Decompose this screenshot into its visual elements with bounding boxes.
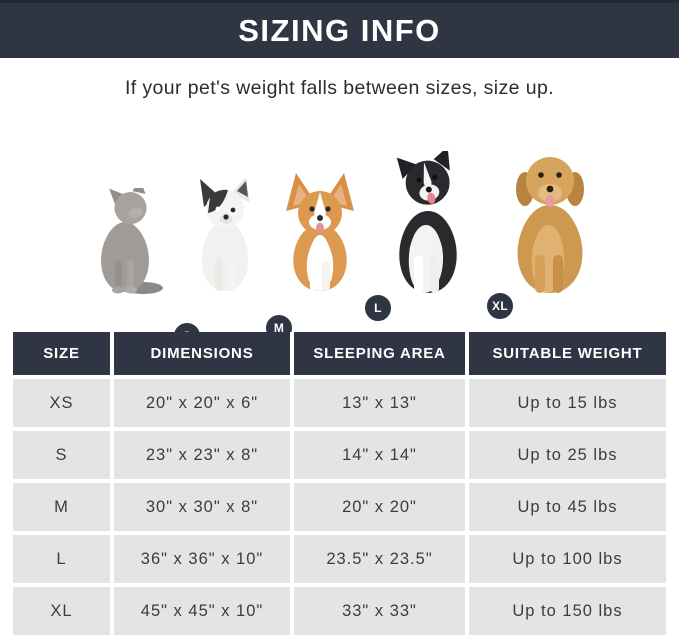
- cell-dimensions-s: 23" x 23" x 8": [114, 431, 290, 479]
- page-title: SIZING INFO: [238, 12, 441, 48]
- sizing-table: SIZE DIMENSIONS SLEEPING AREA SUITABLE W…: [13, 332, 666, 635]
- golden-retriever-icon: [516, 157, 584, 293]
- sizing-note: If your pet's weight falls between sizes…: [124, 77, 555, 99]
- pet-figure-l: L: [363, 146, 480, 323]
- cat-icon: [101, 178, 163, 294]
- cell-sleeping-area-s: 14" x 14": [294, 431, 465, 479]
- border-collie-icon: [396, 146, 457, 293]
- cell-size-xl: XL: [13, 587, 110, 635]
- corgi-icon: [286, 173, 354, 291]
- column-header-sleeping-area: SLEEPING AREA: [294, 332, 465, 375]
- cell-sleeping-area-m: 20" x 20": [294, 483, 465, 531]
- cell-size-l: L: [13, 535, 110, 583]
- column-header-suitable-weight: SUITABLE WEIGHT: [469, 332, 666, 375]
- cell-size-xs: XS: [13, 379, 110, 427]
- cell-sleeping-area-l: 23.5" x 23.5": [294, 535, 465, 583]
- pet-figure-xl: XL: [485, 149, 603, 321]
- pet-figure-s: S: [172, 177, 262, 351]
- cell-dimensions-xs: 20" x 20" x 6": [114, 379, 290, 427]
- cell-sleeping-area-xl: 33" x 33": [294, 587, 465, 635]
- pet-figure-xs: XS: [69, 178, 165, 360]
- cell-suitable-weight-xs: Up to 15 lbs: [469, 379, 666, 427]
- column-header-dimensions: DIMENSIONS: [114, 332, 290, 375]
- cell-size-s: S: [13, 431, 110, 479]
- cell-dimensions-l: 36" x 36" x 10": [114, 535, 290, 583]
- french-bulldog-icon: [200, 177, 250, 291]
- cell-suitable-weight-l: Up to 100 lbs: [469, 535, 666, 583]
- pets-row: XS S: [0, 130, 679, 360]
- cell-size-m: M: [13, 483, 110, 531]
- pet-figure-m: M: [264, 171, 368, 343]
- size-badge-xl: XL: [485, 291, 515, 321]
- cell-suitable-weight-s: Up to 25 lbs: [469, 431, 666, 479]
- cell-dimensions-m: 30" x 30" x 8": [114, 483, 290, 531]
- cell-suitable-weight-m: Up to 45 lbs: [469, 483, 666, 531]
- cell-suitable-weight-xl: Up to 150 lbs: [469, 587, 666, 635]
- column-header-size: SIZE: [13, 332, 110, 375]
- header-bar: SIZING INFO: [0, 0, 679, 58]
- cell-sleeping-area-xs: 13" x 13": [294, 379, 465, 427]
- cell-dimensions-xl: 45" x 45" x 10": [114, 587, 290, 635]
- size-badge-l: L: [363, 293, 393, 323]
